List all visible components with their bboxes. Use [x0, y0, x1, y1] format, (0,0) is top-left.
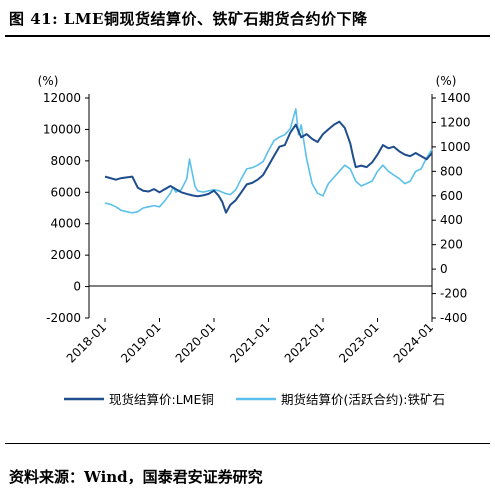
chart-title: 图 41: LME铜现货结算价、铁矿石期货合约价下降 — [9, 10, 368, 28]
x-tick-label: 2023-01 — [336, 320, 381, 365]
right-tick-label: 1000 — [440, 140, 471, 154]
left-tick-label: 2000 — [50, 248, 81, 262]
series-line-lme-copper — [104, 120, 433, 214]
left-tick-label: 4000 — [50, 217, 81, 231]
left-tick-label: 6000 — [50, 185, 81, 199]
x-tick-label: 2022-01 — [282, 320, 327, 365]
chart: (%) (%) -2000020004000600080001000012000… — [38, 74, 471, 407]
right-tick-label: 1200 — [440, 115, 471, 129]
x-tick-label: 2020-01 — [173, 320, 218, 365]
left-tick-label: 0 — [73, 280, 81, 294]
x-tick-label: 2018-01 — [64, 320, 109, 365]
right-tick-label: 800 — [440, 164, 463, 178]
series-line-iron-ore — [104, 108, 433, 214]
left-tick-label: 8000 — [50, 154, 81, 168]
x-tick-label: 2024-01 — [391, 320, 436, 365]
right-tick-label: -200 — [440, 287, 467, 301]
x-tick-label: 2021-01 — [227, 320, 272, 365]
left-axis-unit: (%) — [38, 74, 59, 88]
right-tick-label: 0 — [440, 262, 448, 276]
right-tick-label: 600 — [440, 189, 463, 203]
bottom-rule — [5, 443, 490, 444]
right-tick-label: 1400 — [440, 91, 471, 105]
top-rule — [5, 35, 490, 37]
source-note: 资料来源：Wind，国泰君安证券研究 — [9, 468, 263, 486]
left-tick-label: 12000 — [43, 91, 81, 105]
x-tick-label: 2019-01 — [118, 320, 163, 365]
right-axis-unit: (%) — [436, 74, 457, 88]
right-tick-label: 200 — [440, 238, 463, 252]
right-tick-label: 400 — [440, 213, 463, 227]
legend-label-lme-copper: 现货结算价:LME铜 — [109, 392, 214, 407]
right-tick-label: -400 — [440, 311, 467, 325]
left-tick-label: 10000 — [43, 122, 81, 136]
legend-label-iron-ore: 期货结算价(活跃合约):铁矿石 — [281, 392, 445, 407]
left-tick-label: -2000 — [46, 311, 81, 325]
